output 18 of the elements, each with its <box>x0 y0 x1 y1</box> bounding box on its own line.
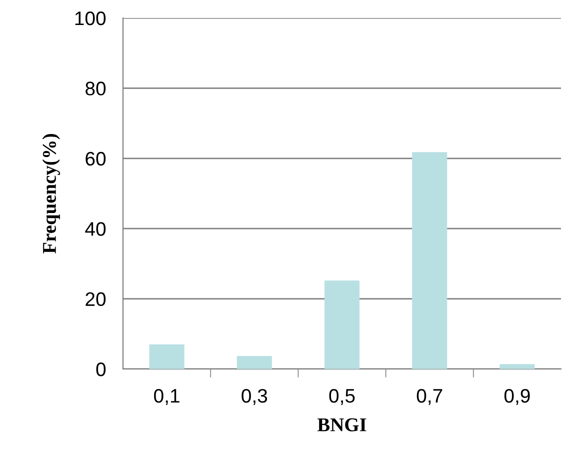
x-tick-label: 0,1 <box>154 388 180 406</box>
x-tick-label: 0,5 <box>329 388 355 406</box>
y-tick-label: 60 <box>86 152 106 166</box>
x-tick-label: 0,9 <box>504 388 530 406</box>
x-axis-title: BNGI <box>317 418 366 432</box>
x-tick-label: 0,7 <box>416 388 442 406</box>
bar <box>500 364 535 369</box>
bar <box>324 280 360 369</box>
bar <box>149 344 184 369</box>
y-axis-title: Frequency(%) <box>42 134 60 254</box>
y-tick-label: 20 <box>86 292 106 306</box>
x-tick-label: 0,3 <box>242 388 268 406</box>
y-tick-label: 80 <box>86 82 106 96</box>
y-tick-label: 40 <box>85 222 106 236</box>
bar <box>236 356 272 369</box>
bar <box>412 152 448 369</box>
y-tick-label: 0 <box>96 362 106 376</box>
y-tick-label: 100 <box>75 11 106 26</box>
